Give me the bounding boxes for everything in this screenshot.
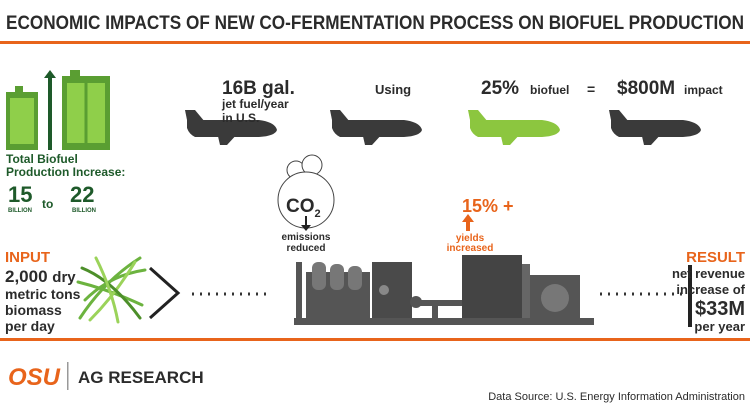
production-label: Total Biofuel: [6, 152, 78, 166]
production-from: 15: [8, 182, 32, 207]
co2-molecule: CO: [286, 196, 315, 217]
yields-label: increased: [447, 243, 494, 254]
production-unit: BILLION: [8, 208, 32, 214]
unit-name: AG RESEARCH: [78, 368, 204, 387]
divider: [0, 338, 750, 341]
plane: [468, 110, 560, 145]
chevron: [149, 266, 181, 320]
title: ECONOMIC IMPACTS OF NEW CO-FERMENTATION …: [6, 13, 744, 34]
plane: [609, 110, 701, 145]
fuel-share-unit: biofuel: [530, 83, 569, 97]
arrow: [462, 214, 474, 222]
production-label: Production Increase:: [6, 165, 125, 179]
fuel-amount: 16B gal.: [222, 78, 295, 99]
fuel-share: 25%: [481, 78, 519, 99]
emissions-label: emissions: [282, 232, 331, 243]
input-line: metric tons: [5, 286, 81, 302]
result-amount: $33M: [695, 298, 745, 320]
result-heading: RESULT: [686, 249, 745, 266]
result-period: per year: [694, 319, 745, 334]
fuel-equals: =: [587, 81, 595, 97]
co2-subscript: 2: [315, 208, 321, 220]
input-line: 2,000 dry: [5, 267, 76, 286]
separator: [67, 362, 69, 390]
co2-cloud: [277, 154, 335, 229]
fuel-detail: jet fuel/year: [221, 97, 289, 111]
logo: OSU: [8, 364, 61, 391]
input-unit: dry: [52, 269, 76, 286]
data-source: Data Source: U.S. Energy Information Adm…: [488, 391, 745, 403]
arrow: [301, 225, 311, 231]
production-unit: BILLION: [72, 208, 96, 214]
factory: [294, 255, 594, 325]
divider: [0, 41, 750, 44]
fuel-using: Using: [375, 82, 411, 97]
production-connector: to: [42, 197, 53, 211]
input-amount: 2,000: [5, 267, 48, 286]
emissions-label: reduced: [287, 243, 326, 254]
fuel-impact: $800M: [617, 78, 675, 99]
production-to: 22: [70, 182, 94, 207]
fuel-cans: [6, 70, 110, 150]
yields-label: yields: [456, 233, 485, 244]
result-bar: [688, 265, 692, 327]
input-line: per day: [5, 318, 55, 334]
result-line: increase of: [676, 282, 745, 297]
arrow: [466, 221, 470, 231]
biomass: [76, 256, 147, 324]
input-heading: INPUT: [5, 249, 50, 266]
plane: [330, 110, 422, 145]
result-line: net revenue: [672, 266, 745, 281]
input-line: biomass: [5, 302, 62, 318]
fuel-impact-unit: impact: [684, 83, 723, 97]
co2: CO2: [286, 196, 321, 220]
yields-value: 15% +: [462, 196, 514, 216]
fuel-detail: in U.S.: [222, 111, 259, 125]
